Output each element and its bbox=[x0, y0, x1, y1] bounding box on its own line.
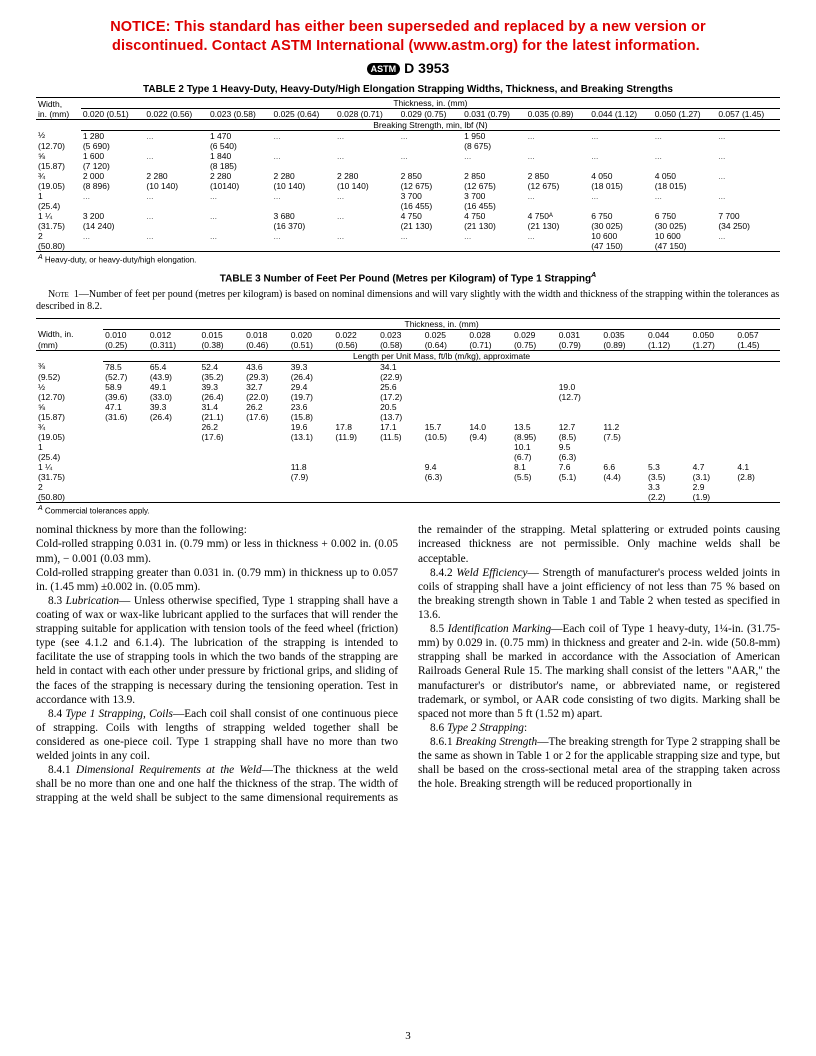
table3-caption: TABLE 3 Number of Feet Per Pound (Metres… bbox=[36, 272, 780, 284]
para: 8.6 Type 2 Strapping: bbox=[418, 721, 780, 735]
doc-number: D 3953 bbox=[404, 60, 449, 76]
para: 8.4 Type 1 Strapping, Coils—Each coil sh… bbox=[36, 707, 398, 763]
table2-footnote: A Heavy-duty, or heavy-duty/high elongat… bbox=[38, 254, 780, 265]
doc-header: ASTMD 3953 bbox=[36, 60, 780, 76]
page-number: 3 bbox=[0, 1030, 816, 1042]
para: nominal thickness by more than the follo… bbox=[36, 523, 398, 537]
table2-caption: TABLE 2 Type 1 Heavy-Duty, Heavy-Duty/Hi… bbox=[36, 84, 780, 95]
table3-footnote: A Commercial tolerances apply. bbox=[38, 505, 780, 516]
astm-logo: ASTM bbox=[367, 63, 401, 75]
para: 8.4.2 Weld Efficiency— Strength of manuf… bbox=[418, 566, 780, 622]
para: 8.5 Identification Marking—Each coil of … bbox=[418, 622, 780, 721]
body-text: nominal thickness by more than the follo… bbox=[36, 523, 780, 805]
para: Cold-rolled strapping 0.031 in. (0.79 mm… bbox=[36, 537, 398, 565]
para: 8.6.1 Breaking Strength—The breaking str… bbox=[418, 735, 780, 791]
para: Cold-rolled strapping greater than 0.031… bbox=[36, 566, 398, 594]
table3: Thickness, in. (mm)Width, in.0.0100.0120… bbox=[36, 318, 780, 503]
para: 8.3 Lubrication— Unless otherwise specif… bbox=[36, 594, 398, 707]
table3-note: Note 1—Number of feet per pound (metres … bbox=[36, 289, 780, 314]
notice-banner: NOTICE: This standard has either been su… bbox=[36, 18, 780, 56]
table2: Width,in. (mm)Thickness, in. (mm)0.020 (… bbox=[36, 97, 780, 252]
